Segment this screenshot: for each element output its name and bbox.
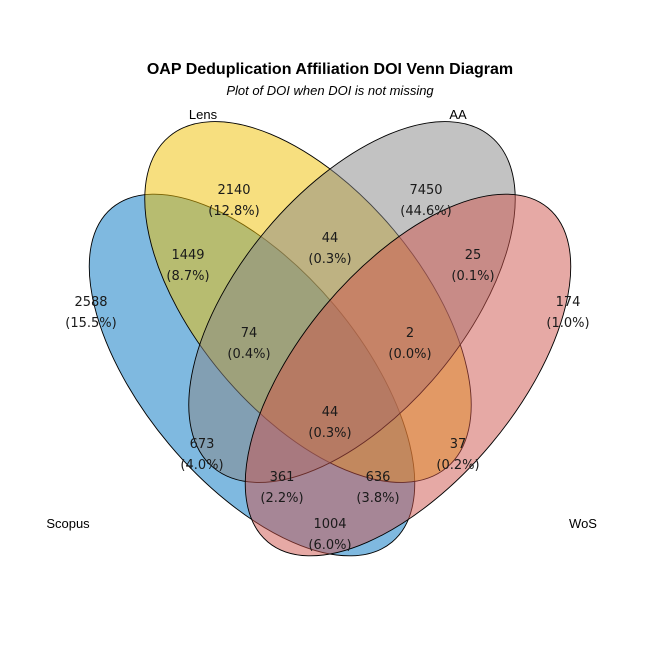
set-label-lens: Lens (189, 107, 218, 122)
region-percent: (0.2%) (436, 458, 479, 473)
region-count: 44 (322, 231, 339, 246)
region-count: 1004 (313, 517, 346, 532)
region-percent: (44.6%) (400, 204, 451, 219)
region-count: 174 (556, 295, 581, 310)
region-lens-aa: 44 (0.3%) (308, 231, 351, 267)
region-percent: (0.3%) (308, 252, 351, 267)
region-count: 2588 (74, 295, 107, 310)
region-scopus-aa: 673 (4.0%) (180, 437, 223, 473)
region-count: 37 (450, 437, 467, 452)
region-count: 44 (322, 405, 339, 420)
region-percent: (3.8%) (356, 491, 399, 506)
region-count: 7450 (409, 183, 442, 198)
region-percent: (2.2%) (260, 491, 303, 506)
region-percent: (1.0%) (546, 316, 589, 331)
diagram-subtitle: Plot of DOI when DOI is not missing (226, 83, 434, 98)
region-percent: (8.7%) (166, 269, 209, 284)
region-percent: (4.0%) (180, 458, 223, 473)
region-percent: (0.0%) (388, 347, 431, 362)
region-aa-only: 7450 (44.6%) (400, 183, 451, 219)
region-count: 25 (465, 248, 482, 263)
region-scopus-wos: 1004 (6.0%) (308, 517, 351, 553)
set-label-scopus: Scopus (46, 516, 90, 531)
region-count: 2140 (217, 183, 250, 198)
region-count: 1449 (171, 248, 204, 263)
region-scopus-lens-aa: 74 (0.4%) (227, 326, 270, 362)
region-count: 636 (366, 470, 391, 485)
region-percent: (15.5%) (65, 316, 116, 331)
region-lens-wos: 37 (0.2%) (436, 437, 479, 473)
region-scopus-only: 2588 (15.5%) (65, 295, 116, 331)
region-scopus-lens: 1449 (8.7%) (166, 248, 209, 284)
region-aa-wos: 25 (0.1%) (451, 248, 494, 284)
region-count: 361 (270, 470, 295, 485)
region-percent: (12.8%) (208, 204, 259, 219)
diagram-title: OAP Deduplication Affiliation DOI Venn D… (147, 61, 513, 78)
region-percent: (0.4%) (227, 347, 270, 362)
region-percent: (0.3%) (308, 426, 351, 441)
region-lens-only: 2140 (12.8%) (208, 183, 259, 219)
region-count: 2 (406, 326, 414, 341)
region-scopus-lens-wos: 636 (3.8%) (356, 470, 399, 506)
region-count: 74 (241, 326, 258, 341)
set-label-aa: AA (449, 107, 467, 122)
region-scopus-aa-wos: 361 (2.2%) (260, 470, 303, 506)
set-label-wos: WoS (569, 516, 597, 531)
region-percent: (6.0%) (308, 538, 351, 553)
region-lens-aa-wos: 2 (0.0%) (388, 326, 431, 362)
region-percent: (0.1%) (451, 269, 494, 284)
set-ellipse-wos (244, 193, 572, 557)
set-shapes (88, 121, 572, 557)
region-wos-only: 174 (1.0%) (546, 295, 589, 331)
region-count: 673 (190, 437, 215, 452)
region-all-four: 44 (0.3%) (308, 405, 351, 441)
